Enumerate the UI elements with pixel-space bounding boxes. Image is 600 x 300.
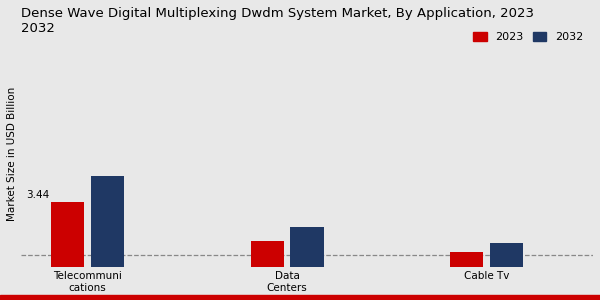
- Bar: [290, 227, 324, 267]
- Bar: [251, 241, 284, 267]
- Text: Dense Wave Digital Multiplexing Dwdm System Market, By Application, 2023
2032: Dense Wave Digital Multiplexing Dwdm Sys…: [21, 7, 534, 35]
- Bar: [91, 176, 124, 267]
- Legend: 2023, 2032: 2023, 2032: [469, 28, 587, 47]
- Y-axis label: Market Size in USD Billion: Market Size in USD Billion: [7, 86, 17, 220]
- Bar: [51, 202, 84, 267]
- Bar: [490, 243, 523, 267]
- Text: 3.44: 3.44: [26, 190, 49, 200]
- Bar: [450, 252, 484, 267]
